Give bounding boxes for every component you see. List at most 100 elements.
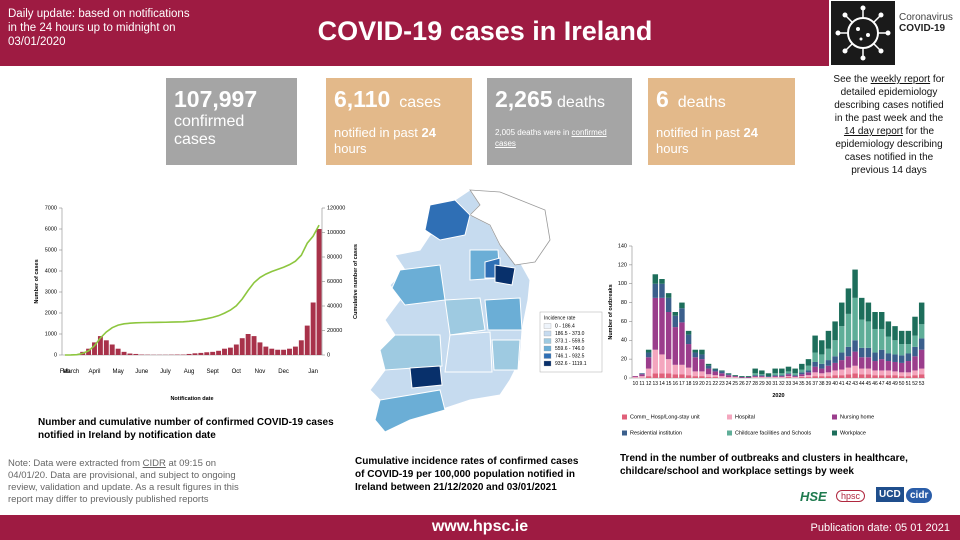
bar-segment (898, 376, 905, 378)
y2-tick-label: 40000 (327, 303, 342, 309)
x-tick-label: Dec (278, 369, 289, 375)
stat-unit: confirmed cases (174, 113, 245, 148)
stat-box: 107,997 confirmed cases (166, 78, 297, 165)
stat-box: 2,265 deaths 2,005 deaths were in confir… (487, 78, 632, 165)
stat-value: 6 (656, 86, 669, 112)
bar-segment (852, 351, 858, 366)
x-tick-label: 51 (906, 381, 912, 387)
chart-caption: Number and cumulative number of confirme… (38, 417, 334, 441)
x-tick-label: 28 (752, 381, 758, 387)
x-tick-label: 31 (772, 381, 778, 387)
bar-segment (859, 297, 865, 320)
bar-segment (725, 375, 732, 378)
bar-segment (805, 370, 812, 373)
bar (233, 344, 239, 355)
bar-segment (832, 356, 838, 363)
bar-segment (878, 370, 885, 376)
side-note: See the weekly report for detailed epide… (830, 73, 948, 177)
bar-segment (878, 349, 885, 360)
bar-segment (905, 372, 912, 377)
x-tick-label: 20 (699, 381, 705, 387)
bar-segment (825, 330, 832, 349)
bar-segment (645, 368, 652, 377)
bar-segment (632, 377, 639, 378)
logo-cidr: cidr (906, 488, 933, 503)
bar-segment (679, 322, 685, 365)
legend-label: Hospital (735, 414, 755, 420)
logo-line2: COVID-19 (899, 23, 946, 34)
y-axis-title: Number of outbreaks (608, 284, 614, 339)
x-tick-label: 22 (712, 381, 718, 387)
bar-segment (652, 274, 659, 284)
bar-segment (752, 377, 758, 378)
legend-swatch (832, 430, 837, 436)
y-tick-label: 60 (621, 319, 627, 325)
bar-segment (679, 308, 685, 323)
bar-segment (679, 374, 685, 378)
x-tick-label: 23 (719, 381, 725, 387)
bar-segment (785, 377, 792, 378)
bar-segment (759, 374, 765, 376)
bar-segment (918, 338, 925, 350)
bar-segment (692, 349, 698, 353)
bar-segment (905, 376, 912, 378)
bar-segment (805, 359, 812, 366)
bar-segment (785, 373, 792, 375)
bar-segment (712, 377, 718, 378)
bar-segment (759, 370, 765, 375)
bar-segment (852, 340, 858, 352)
x-tick-label: 41 (839, 381, 845, 387)
bar (103, 340, 109, 355)
logo-box: Coronavirus COVID-19 (829, 0, 960, 66)
bar-segment (772, 377, 778, 378)
bar (198, 352, 204, 355)
bar-segment (652, 349, 659, 374)
bar-segment (705, 374, 712, 378)
bar-segment (892, 361, 898, 372)
bar-segment (685, 344, 692, 368)
x-tick-label: 30 (766, 381, 772, 387)
bar-segment (839, 375, 845, 378)
bar-segment (825, 372, 832, 377)
stat-value: 107,997 (174, 86, 258, 112)
x-tick-label: 27 (746, 381, 752, 387)
bar-segment (779, 375, 785, 377)
bar-segment (799, 372, 805, 375)
map-legend-swatch (543, 353, 552, 359)
y-tick-label: 2000 (45, 310, 57, 316)
bar-segment (918, 368, 925, 375)
bar-segment (765, 377, 772, 378)
bar (133, 353, 139, 355)
stat-box: 6 deaths notified in past 24 hours (648, 78, 795, 165)
line-series (64, 224, 320, 356)
x-tick-label: 47 (879, 381, 885, 387)
x-tick-label: 13 (653, 381, 659, 387)
side-note-link[interactable]: 14 day report (843, 126, 903, 137)
note-link[interactable]: CIDR (142, 458, 166, 469)
bar-segment (825, 365, 832, 373)
bar-segment (699, 359, 705, 372)
bar (269, 348, 275, 355)
bar-segment (878, 328, 885, 350)
legend-swatch (622, 430, 627, 436)
bar-segment (645, 349, 652, 353)
y2-tick-label: 60000 (327, 279, 342, 285)
bar-segment (885, 321, 892, 337)
stat-link[interactable]: confirmed cases (495, 128, 607, 148)
x-tick-label: Sept (207, 369, 220, 375)
map-legend-swatch (543, 338, 552, 344)
bar-segment (665, 359, 672, 374)
x-tick-label: 19 (692, 381, 698, 387)
bar-segment (719, 373, 725, 377)
bar-segment (859, 319, 865, 348)
footer-url[interactable]: www.hpsc.ie (431, 518, 529, 535)
bar-segment (739, 377, 745, 378)
stat-detail-bold: 24 (421, 125, 436, 140)
bar-segment (898, 344, 905, 356)
bar-segment (912, 370, 918, 376)
bar-segment (672, 327, 679, 365)
bar (97, 336, 103, 355)
bar-segment (705, 363, 712, 366)
side-note-link[interactable]: weekly report (870, 74, 931, 85)
